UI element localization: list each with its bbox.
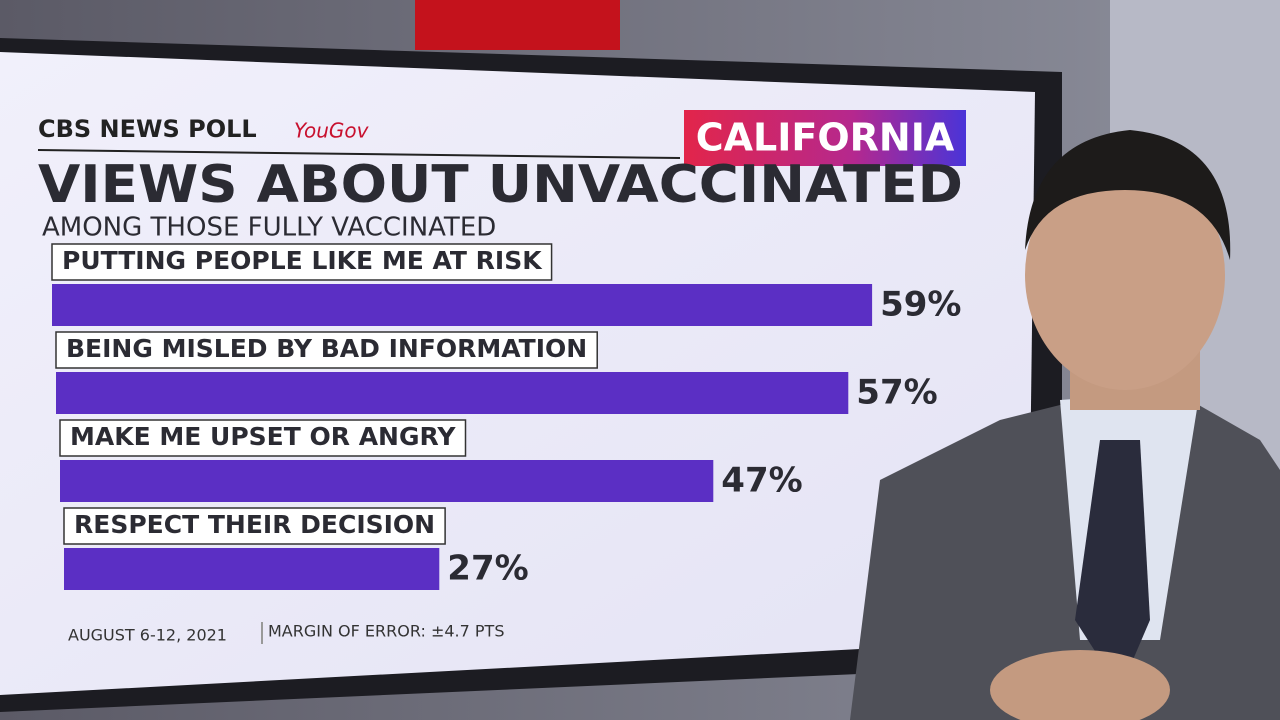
studio-panel (415, 0, 620, 50)
category-box (59, 419, 467, 457)
chart-title: VIEWS ABOUT UNVACCINATED (38, 155, 963, 215)
bar (56, 372, 849, 414)
value-label: 47% (721, 461, 802, 501)
category-label: MAKE ME UPSET OR ANGRY (70, 422, 456, 451)
region: CALIFORNIA (696, 116, 955, 160)
footnote: AUGUST 6-12, 2021 (68, 626, 227, 645)
value-label: 57% (856, 373, 937, 413)
presenter (850, 130, 1280, 720)
category-label: PUTTING PEOPLE LIKE ME AT RISK (62, 246, 543, 275)
partner: YouGov (294, 119, 370, 143)
footnote: MARGIN OF ERROR: ±4.7 PTS (268, 622, 504, 641)
category-box (63, 507, 446, 545)
rule (37, 149, 681, 159)
category-box (51, 243, 553, 281)
bar (60, 460, 714, 502)
source: CBS NEWS POLL (38, 115, 257, 143)
chart: CBS NEWS POLL YouGov CALIFORNIA VIEWS AB… (37, 110, 966, 645)
category-label: BEING MISLED BY BAD INFORMATION (66, 334, 587, 363)
chart-subtitle: AMONG THOSE FULLY VACCINATED (42, 213, 496, 243)
bar (64, 548, 440, 590)
category-box (55, 331, 598, 369)
bar (52, 284, 873, 326)
value-label: 27% (447, 549, 528, 589)
region-badge (684, 110, 966, 166)
value-label: 59% (880, 285, 961, 325)
category-label: RESPECT THEIR DECISION (74, 510, 435, 539)
